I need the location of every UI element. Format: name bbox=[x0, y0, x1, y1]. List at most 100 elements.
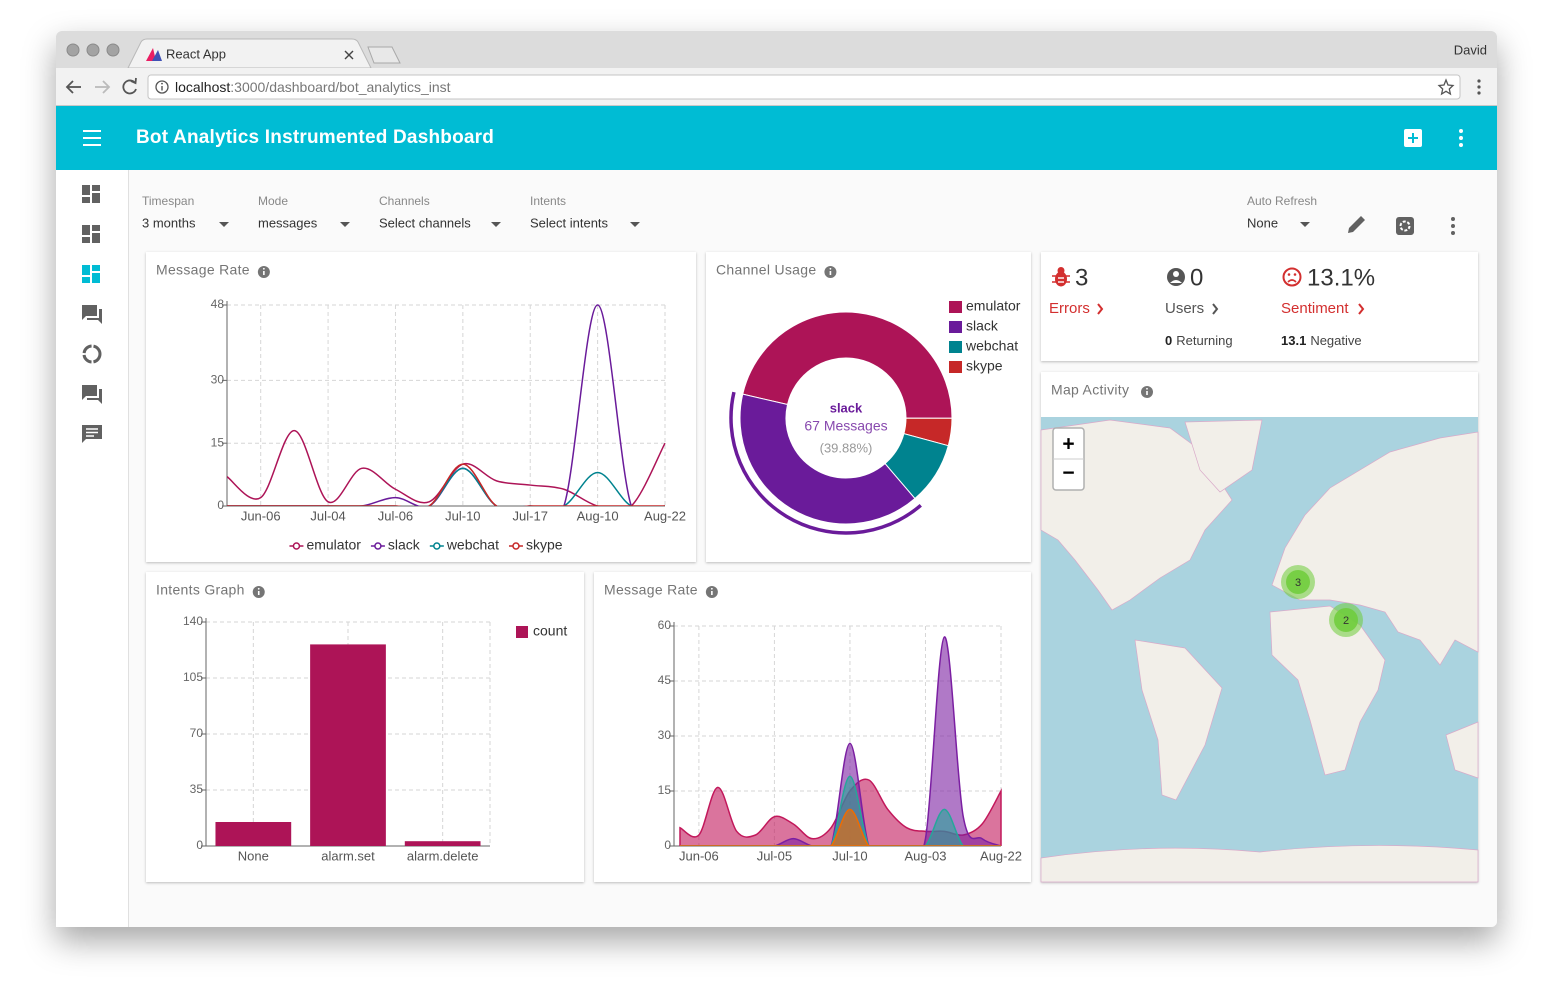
info-icon[interactable] bbox=[705, 586, 718, 598]
sentiment-link[interactable]: Sentiment bbox=[1281, 300, 1349, 317]
site-info-icon[interactable] bbox=[155, 80, 169, 94]
browser-menu[interactable] bbox=[1477, 79, 1481, 83]
reload-button[interactable] bbox=[130, 77, 137, 85]
legend-label[interactable]: slack bbox=[966, 318, 999, 334]
legend-item[interactable]: slack bbox=[370, 537, 421, 553]
app-menu[interactable] bbox=[1459, 136, 1463, 140]
nav-dashboard[interactable] bbox=[82, 225, 90, 235]
dropdown-arrow[interactable] bbox=[1300, 222, 1310, 227]
tab-close[interactable] bbox=[344, 50, 354, 60]
nav-chat[interactable] bbox=[82, 385, 97, 400]
nav-dashboard[interactable] bbox=[82, 185, 90, 195]
forward-button[interactable] bbox=[95, 80, 111, 94]
nav-chat[interactable] bbox=[87, 309, 102, 324]
more-button[interactable] bbox=[1451, 231, 1455, 235]
nav-dashboard[interactable] bbox=[82, 225, 100, 243]
user-name[interactable]: David bbox=[1454, 42, 1487, 57]
errors-link[interactable]: Errors bbox=[1049, 300, 1090, 317]
filter-value[interactable]: None bbox=[1247, 215, 1278, 230]
tab-close[interactable] bbox=[344, 50, 354, 60]
nav-chat[interactable] bbox=[82, 305, 97, 320]
url-path[interactable]: :3000/dashboard/bot_analytics_inst bbox=[230, 79, 450, 95]
nav-dashboard[interactable] bbox=[92, 225, 100, 231]
app-menu[interactable] bbox=[1459, 129, 1463, 133]
info-icon[interactable] bbox=[711, 591, 713, 595]
dropdown-arrow[interactable] bbox=[491, 222, 501, 227]
window-controls[interactable] bbox=[66, 43, 120, 57]
back-button[interactable] bbox=[65, 80, 74, 94]
legend-swatch[interactable] bbox=[512, 542, 520, 550]
browser-menu[interactable] bbox=[1477, 79, 1481, 95]
nav-messages[interactable] bbox=[82, 425, 102, 443]
legend-label[interactable]: webchat bbox=[446, 537, 499, 553]
edit-button[interactable] bbox=[1348, 216, 1365, 233]
edit-button[interactable] bbox=[1348, 216, 1365, 233]
info-icon[interactable] bbox=[1146, 387, 1148, 390]
url[interactable]: localhost:3000/dashboard/bot_analytics_i… bbox=[175, 79, 451, 95]
legend-label[interactable]: slack bbox=[388, 537, 421, 553]
info-icon[interactable] bbox=[252, 586, 265, 598]
forward-button[interactable] bbox=[102, 80, 111, 94]
settings-button[interactable] bbox=[1396, 217, 1414, 235]
pie-slice[interactable] bbox=[739, 393, 916, 525]
menu-button[interactable] bbox=[83, 130, 101, 146]
window-controls[interactable] bbox=[66, 43, 80, 57]
legend-swatch[interactable] bbox=[292, 542, 301, 550]
cluster-count[interactable]: 3 bbox=[1295, 577, 1301, 589]
nav-usage[interactable] bbox=[82, 344, 102, 364]
window-controls[interactable] bbox=[106, 43, 120, 57]
pie-slice[interactable] bbox=[742, 311, 953, 419]
more-button[interactable] bbox=[1451, 217, 1455, 235]
app-menu[interactable] bbox=[1459, 143, 1463, 147]
url-box[interactable] bbox=[147, 74, 1461, 100]
legend-swatch[interactable] bbox=[433, 542, 441, 550]
nav-chat[interactable] bbox=[87, 389, 102, 404]
add-button[interactable] bbox=[1404, 129, 1422, 147]
nav-dashboard-active[interactable] bbox=[92, 273, 100, 283]
nav-chat[interactable] bbox=[82, 305, 102, 324]
legend-label[interactable]: emulator bbox=[306, 537, 361, 553]
filter-value[interactable]: Select intents bbox=[530, 215, 609, 230]
errors-chevron[interactable] bbox=[1097, 303, 1104, 315]
map-cluster[interactable] bbox=[1286, 570, 1310, 594]
legend-item[interactable]: webchat bbox=[429, 537, 499, 553]
info-icon[interactable] bbox=[1141, 386, 1153, 398]
nav-dashboard[interactable] bbox=[92, 233, 100, 243]
legend-label[interactable]: skype bbox=[966, 358, 1003, 374]
map-cluster[interactable] bbox=[1329, 603, 1363, 637]
bookmark-star[interactable] bbox=[1437, 78, 1455, 96]
url-host[interactable]: localhost bbox=[175, 79, 230, 95]
filter-value[interactable]: Select channels bbox=[379, 215, 471, 230]
info-icon[interactable] bbox=[829, 271, 832, 275]
nav-dashboard[interactable] bbox=[92, 185, 100, 191]
legend-swatch[interactable] bbox=[949, 321, 962, 333]
users-chevron[interactable] bbox=[1212, 303, 1219, 315]
info-icon[interactable] bbox=[829, 267, 832, 270]
map-cluster[interactable] bbox=[1334, 608, 1358, 632]
info-icon[interactable] bbox=[1146, 391, 1148, 395]
nav-dashboard-active[interactable] bbox=[82, 277, 90, 283]
nav-dashboard[interactable] bbox=[82, 185, 100, 203]
legend-label[interactable]: emulator bbox=[966, 298, 1021, 314]
new-tab[interactable] bbox=[367, 46, 401, 64]
back-button[interactable] bbox=[65, 80, 81, 94]
tab-title[interactable]: React App bbox=[166, 46, 226, 61]
active-tab[interactable] bbox=[127, 38, 372, 69]
legend-swatch[interactable] bbox=[516, 626, 528, 638]
legend-swatch[interactable] bbox=[374, 542, 382, 550]
legend-label[interactable]: count bbox=[533, 623, 567, 639]
nav-dashboard[interactable] bbox=[82, 197, 90, 203]
browser-menu[interactable] bbox=[1477, 85, 1481, 89]
legend-swatch[interactable] bbox=[949, 341, 962, 353]
more-button[interactable] bbox=[1451, 217, 1455, 221]
sentiment-chevron[interactable] bbox=[1358, 303, 1365, 315]
users-link[interactable]: Users bbox=[1165, 300, 1204, 317]
nav-dashboard[interactable] bbox=[92, 193, 100, 203]
site-info-icon[interactable] bbox=[161, 82, 163, 85]
cluster-count[interactable]: 2 bbox=[1343, 615, 1349, 627]
browser-menu[interactable] bbox=[1477, 91, 1481, 95]
nav-dashboard[interactable] bbox=[82, 237, 90, 243]
window-controls[interactable] bbox=[86, 43, 100, 57]
info-icon[interactable] bbox=[824, 266, 837, 278]
legend-swatch[interactable] bbox=[949, 301, 962, 313]
